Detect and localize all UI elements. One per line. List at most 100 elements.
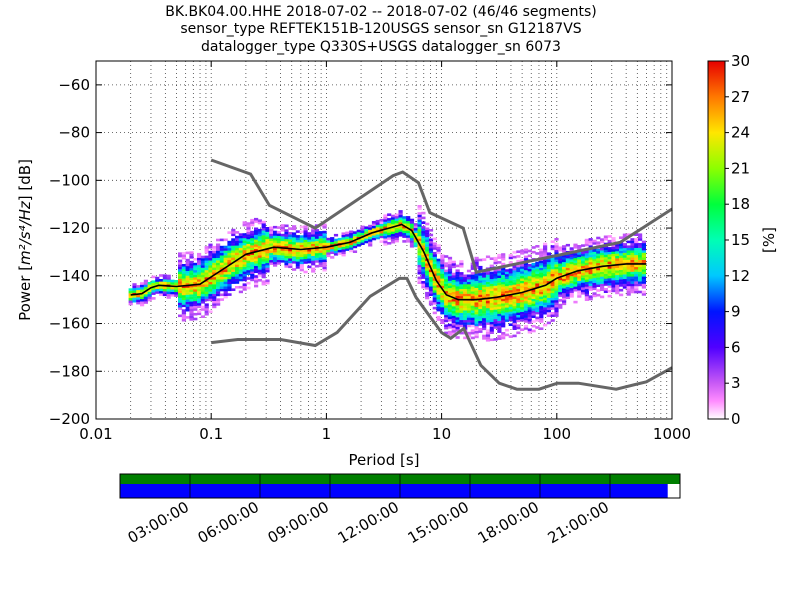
heatmap-cell [603,278,608,282]
heatmap-cell [550,269,555,272]
heatmap-cell [508,268,513,272]
heatmap-cell [539,327,544,330]
heatmap-cell [417,250,422,253]
heatmap-cell [261,282,266,286]
heatmap-cell [493,304,498,308]
heatmap-cell [516,276,521,280]
heatmap-cell [463,276,468,280]
heatmap-cell [307,234,312,238]
heatmap-cell [444,310,449,313]
heatmap-cell [307,258,312,261]
heatmap-cell [588,297,593,301]
heatmap-cell [242,235,247,239]
heatmap-cell [421,242,426,246]
heatmap-cell [261,275,266,279]
heatmap-cell [345,236,350,239]
timeline-tick-label: 18:00:00 [475,498,542,547]
heatmap-cell [440,307,445,310]
heatmap-cell [345,248,350,251]
heatmap-cell [436,251,441,255]
heatmap-cell [550,285,555,289]
heatmap-cell [371,228,377,231]
heatmap-cell [455,271,460,275]
heatmap-cell [634,286,639,289]
heatmap-cell [562,264,567,267]
heatmap-cell [311,262,316,266]
heatmap-cell [254,263,259,266]
heatmap-cell [451,284,456,288]
heatmap-cell [615,286,620,290]
heatmap-cell [204,246,209,249]
heatmap-cell [474,323,479,327]
heatmap-cell [573,274,578,278]
heatmap-cell [166,277,171,280]
heatmap-cell [504,283,510,287]
heatmap-cell [523,298,529,302]
heatmap-cell [314,250,320,254]
heatmap-cell [451,330,456,333]
heatmap-cell [185,263,190,267]
heatmap-cell [223,276,228,280]
heatmap-cell [261,242,266,245]
heatmap-cell [634,288,639,291]
heatmap-cell [428,283,434,287]
heatmap-cell [478,287,483,290]
heatmap-cell [303,225,308,228]
heatmap-cell [508,292,513,295]
heatmap-cell [193,277,198,280]
heatmap-cell [554,285,559,289]
heatmap-cell [535,283,540,286]
plot-frame [95,60,673,420]
heatmap-cell [178,269,183,272]
y-tick-label: −200 [49,410,90,428]
heatmap-cell [436,275,441,278]
heatmap-cell [174,289,179,293]
heatmap-cell [615,251,620,254]
heatmap-cell [630,240,635,244]
heatmap-cell [314,243,320,246]
heatmap-cell [197,298,202,301]
heatmap-cell [178,259,183,263]
heatmap-cell [216,238,221,242]
heatmap-cell [216,248,221,251]
heatmap-cell [577,266,582,270]
heatmap-cell [250,235,255,239]
heatmap-cell [539,270,544,273]
heatmap-cell [554,261,559,265]
heatmap-cell [558,260,563,264]
heatmap-cell [554,304,559,308]
heatmap-cell [512,277,517,280]
heatmap-cell [223,288,228,292]
heatmap-cell [425,222,430,226]
heatmap-cell [501,308,506,311]
heatmap-cell [592,285,597,288]
heatmap-cell [257,233,262,237]
heatmap-cell [326,242,331,246]
heatmap-cell [181,278,186,281]
heatmap-cell [444,331,449,335]
heatmap-cell [356,234,361,237]
heatmap-cell [360,232,365,236]
heatmap-cell [489,326,494,330]
heatmap-cell [307,253,312,257]
heatmap-cell [581,292,586,295]
heatmap-cell [455,269,460,272]
heatmap-cell [607,249,612,252]
heatmap-cell [455,264,460,268]
heatmap-cell [432,299,437,303]
heatmap-cell [501,262,506,266]
heatmap-cell [307,246,312,250]
heatmap-cell [280,252,285,256]
heatmap-cell [565,260,570,264]
heatmap-cell [181,302,186,305]
heatmap-cell [531,282,536,285]
heatmap-cell [485,274,491,278]
heatmap-cell [562,269,567,272]
heatmap-cell [512,265,517,268]
heatmap-cell [523,324,529,328]
heatmap-cell [603,288,608,291]
heatmap-cell [299,266,304,269]
heatmap-cell [455,324,460,327]
heatmap-cell [311,243,316,247]
heatmap-cell [216,243,221,247]
